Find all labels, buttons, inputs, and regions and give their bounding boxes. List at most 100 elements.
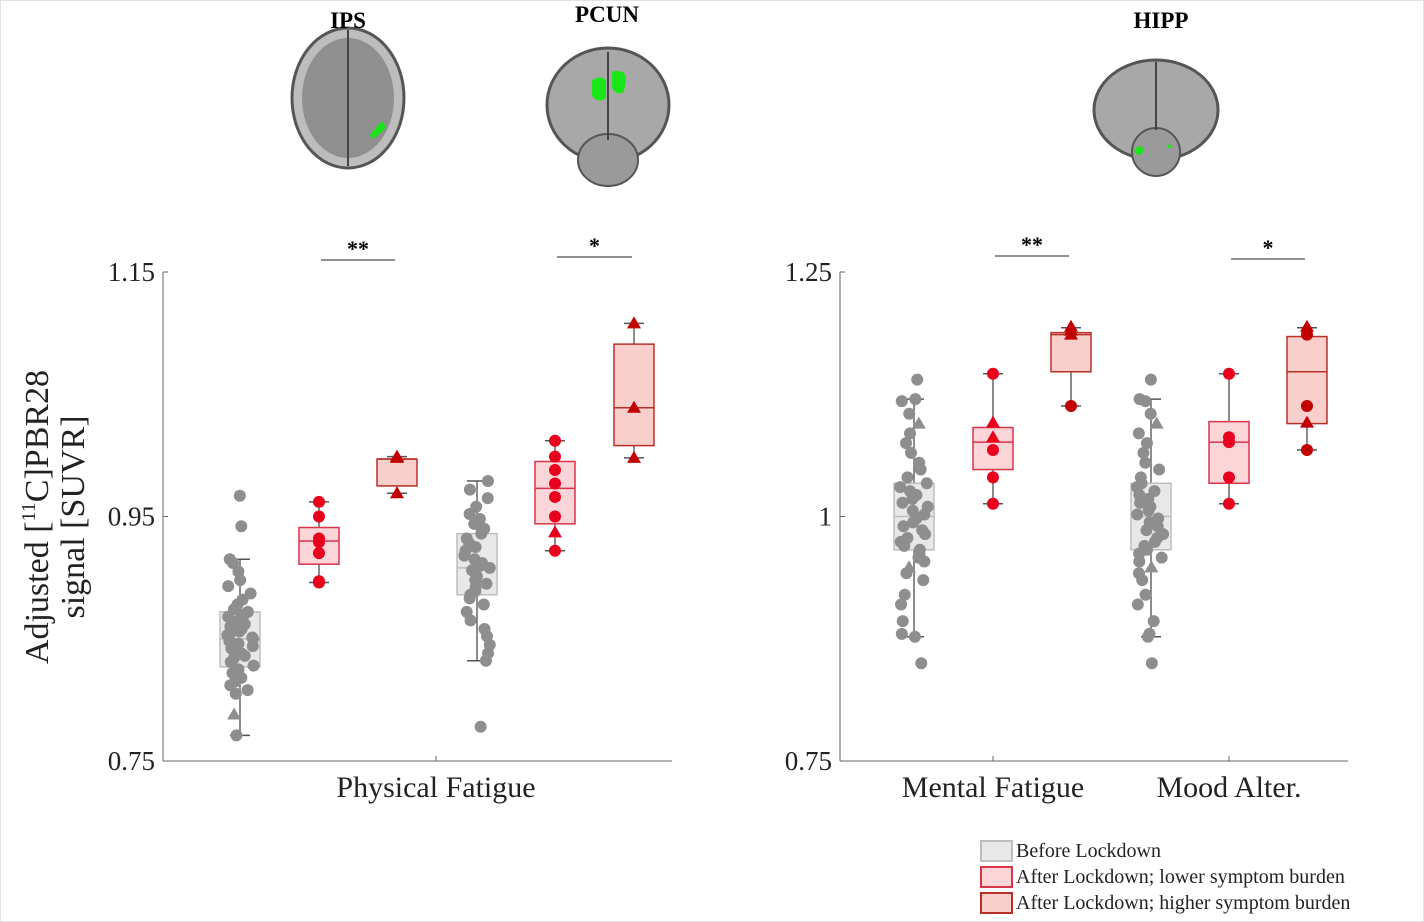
- data-point-triangle: [627, 316, 641, 329]
- data-point: [1153, 463, 1166, 476]
- data-point: [463, 483, 476, 496]
- data-point: [894, 481, 907, 494]
- box-higher-3: [376, 449, 418, 499]
- roi-ips-blob: [370, 121, 386, 139]
- data-point: [1145, 657, 1158, 670]
- data-point: [230, 729, 243, 742]
- region-label-pcun: PCUN: [575, 2, 639, 27]
- significance-label: **: [1021, 232, 1043, 257]
- box-higher-3: [1050, 319, 1092, 412]
- data-point: [233, 489, 246, 502]
- data-point: [909, 393, 922, 406]
- data-point: [918, 555, 931, 568]
- data-point: [904, 427, 917, 440]
- data-point: [897, 520, 910, 533]
- data-point: [1134, 496, 1147, 509]
- data-point: [483, 561, 496, 574]
- data-point: [481, 492, 494, 505]
- data-point: [911, 373, 924, 386]
- box-before-4: [1130, 373, 1172, 670]
- data-point: [227, 556, 240, 569]
- data-point: [919, 528, 932, 541]
- data-point: [313, 576, 325, 589]
- significance-label: **: [347, 236, 369, 261]
- data-point: [987, 367, 999, 380]
- data-point: [234, 574, 247, 587]
- data-point: [1131, 598, 1144, 611]
- data-point: [1155, 551, 1168, 564]
- brain-image-hipp: [1092, 58, 1220, 177]
- data-point: [238, 649, 251, 662]
- data-point: [313, 510, 325, 523]
- data-point: [463, 592, 476, 605]
- data-point: [479, 654, 492, 667]
- data-point: [549, 544, 561, 557]
- legend-swatch-lower: [980, 866, 1013, 888]
- data-point: [1223, 497, 1235, 510]
- data-point: [898, 588, 911, 601]
- data-point: [229, 687, 242, 700]
- significance-label: *: [1263, 235, 1274, 260]
- data-point: [1131, 508, 1144, 521]
- data-point: [549, 434, 561, 447]
- data-point: [241, 684, 254, 697]
- box-lower-2: [298, 495, 340, 589]
- data-point: [987, 471, 999, 484]
- y-axis-label-line1: Adjusted [11C]PBR28: [18, 370, 56, 664]
- data-point: [915, 657, 928, 670]
- data-point: [908, 630, 921, 643]
- data-point: [1223, 471, 1235, 484]
- data-point: [222, 580, 235, 593]
- data-point: [464, 614, 477, 627]
- data-point: [920, 477, 933, 490]
- box-iqr: [613, 343, 655, 447]
- box-higher-6: [1286, 319, 1328, 456]
- data-point: [474, 720, 487, 733]
- data-point: [1301, 399, 1313, 412]
- data-point-triangle: [986, 415, 1000, 428]
- legend-swatch-before: [980, 840, 1013, 862]
- data-point: [224, 655, 237, 668]
- legend: Before Lockdown After Lockdown; lower sy…: [980, 840, 1350, 914]
- legend-swatch-higher: [980, 892, 1013, 914]
- data-point-triangle: [1144, 560, 1159, 573]
- data-point-triangle: [911, 416, 926, 429]
- x-tick-label: Mood Alter.: [1156, 771, 1301, 804]
- data-point: [1144, 373, 1157, 386]
- box-before-1: [219, 489, 261, 742]
- box-lower-5: [534, 434, 576, 557]
- data-point: [475, 527, 488, 540]
- data-point: [1136, 574, 1149, 587]
- data-point: [1147, 615, 1160, 628]
- data-point-triangle: [986, 430, 1000, 443]
- data-point: [1223, 367, 1235, 380]
- data-point-triangle: [227, 707, 242, 720]
- data-point: [463, 508, 476, 521]
- y-axis-label: Adjusted [11C]PBR28 signal [SUVR]: [18, 370, 92, 664]
- data-point: [235, 520, 248, 533]
- data-point: [903, 407, 916, 420]
- data-point: [987, 497, 999, 510]
- data-point: [1140, 524, 1153, 537]
- data-point: [549, 490, 561, 503]
- data-point: [895, 598, 908, 611]
- region-label-hipp: HIPP: [1134, 8, 1189, 33]
- data-point: [469, 541, 482, 554]
- data-point: [468, 517, 481, 530]
- y-tick-label: 0.75: [785, 746, 832, 776]
- box-lower-5: [1208, 367, 1250, 510]
- box-iqr: [376, 458, 418, 487]
- data-point: [901, 471, 914, 484]
- x-tick-label: Mental Fatigue: [902, 771, 1084, 804]
- data-point: [1133, 555, 1146, 568]
- data-point: [895, 627, 908, 640]
- legend-label-lower: After Lockdown; lower symptom burden: [1016, 866, 1345, 888]
- data-point: [1301, 443, 1313, 456]
- data-point: [917, 574, 930, 587]
- legend-label-before: Before Lockdown: [1016, 840, 1161, 862]
- data-point: [987, 443, 999, 456]
- data-point: [1139, 456, 1152, 469]
- data-point-triangle: [1300, 415, 1314, 428]
